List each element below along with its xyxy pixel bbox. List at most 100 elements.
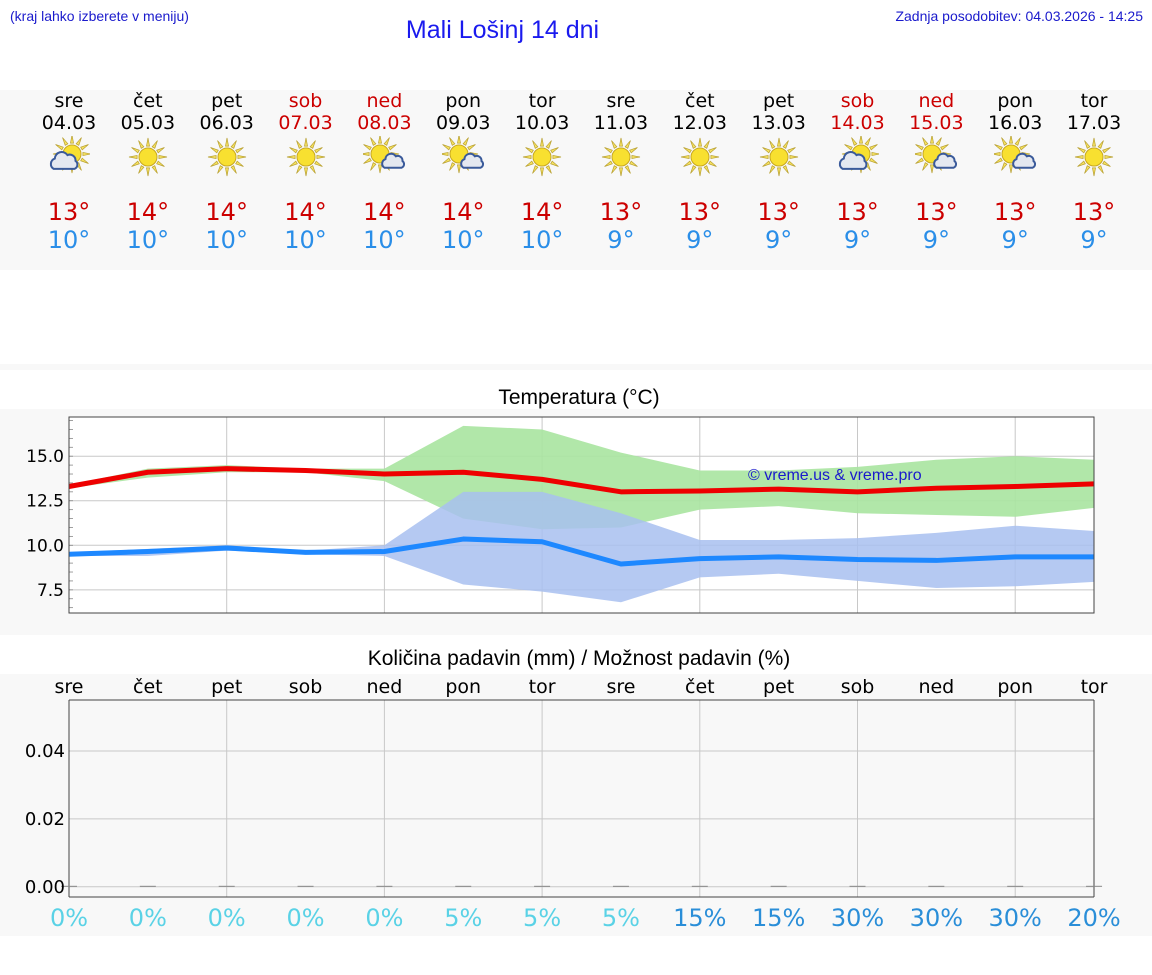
partly-cloudy-icon	[442, 136, 485, 174]
x-tick-label: tor	[529, 676, 556, 698]
precip-probability: 5%	[444, 904, 482, 932]
precip-probability: 30%	[831, 904, 884, 932]
partly-cloudy-icon	[994, 136, 1037, 174]
min-temp: 9°	[1001, 226, 1029, 254]
day-name: čet	[685, 90, 715, 112]
min-temp: 9°	[843, 226, 872, 254]
partly-cloudy-icon	[838, 136, 879, 174]
day-date: 09.03	[436, 112, 491, 134]
x-tick-label: ned	[918, 676, 954, 698]
max-temp: 14°	[205, 198, 248, 226]
precip-bar	[849, 885, 866, 887]
x-tick-label: pon	[445, 676, 481, 698]
max-temp: 14°	[126, 198, 170, 226]
divider	[0, 364, 1152, 370]
max-temp: 13°	[599, 198, 643, 226]
x-tick-label: sob	[841, 676, 875, 698]
day-date: 17.03	[1066, 112, 1122, 134]
precip-bar	[928, 885, 945, 887]
day-date: 06.03	[199, 112, 254, 134]
partly-cloudy-icon	[49, 136, 90, 174]
day-name: pet	[763, 90, 795, 112]
y-tick-label: 15.0	[26, 447, 64, 467]
day-name: sob	[840, 90, 875, 112]
day-name: tor	[1080, 90, 1108, 112]
x-tick-label: tor	[1081, 676, 1108, 698]
precip-probability: 0%	[208, 904, 246, 932]
x-tick-label: pet	[211, 676, 242, 698]
min-temp: 9°	[686, 226, 714, 254]
precipitation-chart: sre čet pet sob ned pon tor sre čet pet sob ned pon t…	[25, 676, 1121, 932]
day-date: 08.03	[357, 112, 412, 134]
max-temp: 13°	[47, 198, 91, 226]
precip-bar	[1007, 885, 1024, 887]
precip-bar	[61, 885, 77, 887]
min-temp: 9°	[607, 226, 635, 254]
x-tick-label: čet	[685, 676, 715, 698]
precip-probability: 0%	[287, 904, 325, 932]
max-temp-line	[68, 466, 1095, 495]
partly-cloudy-icon	[915, 136, 958, 174]
max-temp: 13°	[1072, 198, 1116, 226]
temperature-panel: 7.5 10.0 12.5 15.0	[0, 409, 1152, 635]
day-name: pon	[445, 90, 482, 112]
precipitation-panel: sre čet pet sob ned pon tor sre čet pet sob ned pon t…	[0, 674, 1152, 936]
min-temp: 10°	[363, 226, 406, 254]
min-temp-line	[68, 536, 1095, 567]
max-temp: 14°	[441, 198, 485, 226]
day-name: pon	[997, 90, 1034, 112]
day-date: 04.03	[41, 112, 97, 134]
day-name: sob	[288, 90, 323, 112]
y-tick-label: 0.02	[25, 809, 65, 830]
max-temp: 13°	[757, 198, 800, 226]
day-date: 12.03	[672, 112, 727, 134]
sun-icon	[680, 137, 719, 177]
last-updated: Zadnja posodobitev: 04.03.2026 - 14:25	[895, 8, 1143, 24]
precip-bar	[612, 885, 629, 887]
temperature-chart: 7.5 10.0 12.5 15.0	[26, 416, 1095, 614]
max-temp: 13°	[915, 198, 958, 226]
day-name: ned	[918, 90, 955, 112]
precip-probability: 30%	[910, 904, 963, 932]
x-tick-label: pet	[763, 676, 794, 698]
page-title: Mali Lošinj 14 dni	[405, 16, 600, 44]
precip-bar	[376, 885, 393, 887]
day-date: 15.03	[909, 112, 964, 134]
precip-bar	[691, 885, 708, 887]
sun-icon	[1074, 137, 1114, 177]
day-date: 13.03	[751, 112, 806, 134]
max-temp-range-band	[69, 425, 1095, 530]
y-tick-label: 10.0	[26, 536, 64, 556]
day-name: sre	[606, 90, 636, 112]
precip-bar	[297, 885, 314, 887]
day-date: 05.03	[120, 112, 176, 134]
max-temp: 13°	[836, 198, 879, 226]
watermark: © vreme.us & vreme.pro	[748, 467, 922, 484]
day-name: tor	[528, 90, 556, 112]
min-temp: 9°	[765, 226, 793, 254]
precip-bar	[1086, 885, 1103, 887]
x-tick-label: ned	[367, 676, 403, 698]
day-name: čet	[133, 90, 163, 112]
min-temp: 9°	[922, 226, 950, 254]
min-temp-range-band	[69, 491, 1095, 603]
y-tick-label: 12.5	[26, 492, 64, 512]
day-name: pet	[211, 90, 243, 112]
max-temp: 14°	[363, 198, 406, 226]
partly-cloudy-icon	[363, 136, 406, 174]
precip-probability: 5%	[523, 904, 561, 932]
day-name: ned	[366, 90, 403, 112]
day-date: 16.03	[987, 112, 1043, 134]
max-temp: 13°	[993, 198, 1037, 226]
max-temp: 13°	[678, 198, 722, 226]
precip-bar	[534, 885, 551, 887]
min-temp: 10°	[441, 226, 485, 254]
daily-forecast-panel: sre 04.03 13° 10° čet 05.03 14° 10° pet 06.03 14° 1…	[0, 90, 1152, 270]
y-tick-label: 0.04	[25, 741, 65, 762]
x-tick-label: sre	[55, 676, 84, 698]
location-hint: (kraj lahko izberete v meniju)	[10, 8, 189, 24]
temperature-title: Temperatura (°C)	[498, 386, 660, 409]
x-tick-label: čet	[133, 676, 163, 698]
max-temp: 14°	[520, 198, 564, 226]
min-temp: 10°	[205, 226, 248, 254]
